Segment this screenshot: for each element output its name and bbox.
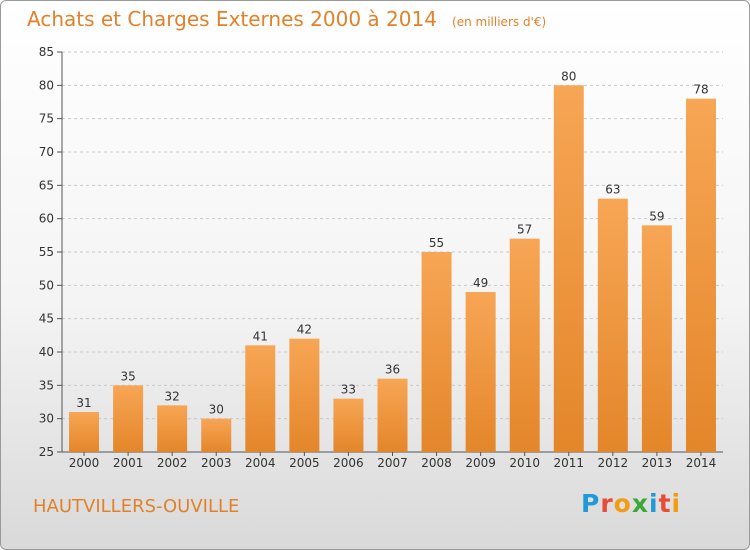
x-tick-label-2013: 2013 bbox=[642, 456, 673, 470]
proxiti-logo[interactable]: Proxiti bbox=[581, 489, 681, 518]
data-label-2003: 30 bbox=[209, 403, 224, 417]
bar-2001[interactable] bbox=[113, 385, 144, 452]
bar-2009[interactable] bbox=[465, 292, 496, 452]
y-tick-label: 35 bbox=[39, 378, 54, 392]
x-tick-label-2007: 2007 bbox=[377, 456, 408, 470]
bar-2011[interactable] bbox=[553, 85, 584, 452]
logo-letter: t bbox=[658, 489, 672, 518]
bar-2008[interactable] bbox=[421, 252, 452, 452]
data-label-2005: 42 bbox=[297, 323, 312, 337]
logo-letter: i bbox=[649, 489, 659, 518]
y-tick-label: 65 bbox=[39, 178, 54, 192]
y-tick-label: 55 bbox=[39, 245, 54, 259]
x-tick-label-2008: 2008 bbox=[421, 456, 452, 470]
logo-letter: x bbox=[631, 489, 649, 518]
data-label-2001: 35 bbox=[120, 369, 135, 383]
bar-2004[interactable] bbox=[245, 345, 276, 452]
data-label-2006: 33 bbox=[341, 383, 356, 397]
bar-2000[interactable] bbox=[69, 412, 100, 452]
bar-2010[interactable] bbox=[509, 238, 540, 452]
chart-title: Achats et Charges Externes 2000 à 2014 bbox=[27, 7, 437, 31]
bar-2005[interactable] bbox=[289, 338, 320, 452]
data-label-2012: 63 bbox=[605, 183, 620, 197]
x-tick-label-2001: 2001 bbox=[113, 456, 144, 470]
x-tick-label-2012: 2012 bbox=[598, 456, 629, 470]
x-tick-label-2010: 2010 bbox=[509, 456, 540, 470]
x-tick-label-2003: 2003 bbox=[201, 456, 232, 470]
y-tick-label: 80 bbox=[39, 78, 54, 92]
bar-2002[interactable] bbox=[157, 405, 188, 452]
logo-letter: o bbox=[613, 489, 632, 518]
data-label-2008: 55 bbox=[429, 236, 444, 250]
y-tick-label: 45 bbox=[39, 312, 54, 326]
x-tick-label-2002: 2002 bbox=[157, 456, 188, 470]
bar-2014[interactable] bbox=[685, 98, 716, 453]
bar-2006[interactable] bbox=[333, 398, 364, 452]
x-tick-label-2014: 2014 bbox=[686, 456, 717, 470]
y-tick-label: 25 bbox=[39, 445, 54, 459]
y-tick-label: 70 bbox=[39, 145, 54, 159]
bar-2012[interactable] bbox=[597, 198, 628, 452]
y-tick-label: 75 bbox=[39, 112, 54, 126]
title-row: Achats et Charges Externes 2000 à 2014 (… bbox=[27, 7, 546, 31]
bar-2013[interactable] bbox=[641, 225, 672, 452]
data-label-2002: 32 bbox=[165, 389, 180, 403]
y-tick-label: 60 bbox=[39, 212, 54, 226]
data-label-2009: 49 bbox=[473, 276, 488, 290]
y-tick-label: 85 bbox=[39, 45, 54, 59]
y-tick-label: 30 bbox=[39, 412, 54, 426]
x-tick-label-2000: 2000 bbox=[69, 456, 100, 470]
data-label-2011: 80 bbox=[561, 69, 576, 83]
bar-2007[interactable] bbox=[377, 378, 408, 452]
logo-letter: r bbox=[600, 489, 614, 518]
data-label-2007: 36 bbox=[385, 363, 400, 377]
data-label-2013: 59 bbox=[649, 209, 664, 223]
x-tick-label-2009: 2009 bbox=[465, 456, 496, 470]
chart-unit: (en milliers d'€) bbox=[452, 15, 547, 29]
bar-2003[interactable] bbox=[201, 418, 232, 452]
data-label-2000: 31 bbox=[76, 396, 91, 410]
x-tick-label-2004: 2004 bbox=[245, 456, 276, 470]
y-tick-label: 40 bbox=[39, 345, 54, 359]
data-label-2004: 41 bbox=[253, 329, 268, 343]
y-tick-label: 50 bbox=[39, 278, 54, 292]
logo-letter: i bbox=[671, 489, 682, 518]
x-tick-label-2011: 2011 bbox=[553, 456, 584, 470]
town-name: HAUTVILLERS-OUVILLE bbox=[33, 496, 240, 517]
x-tick-label-2005: 2005 bbox=[289, 456, 320, 470]
data-label-2014: 78 bbox=[693, 83, 708, 97]
logo-letter: P bbox=[581, 489, 601, 518]
x-tick-label-2006: 2006 bbox=[333, 456, 364, 470]
data-label-2010: 57 bbox=[517, 223, 532, 237]
